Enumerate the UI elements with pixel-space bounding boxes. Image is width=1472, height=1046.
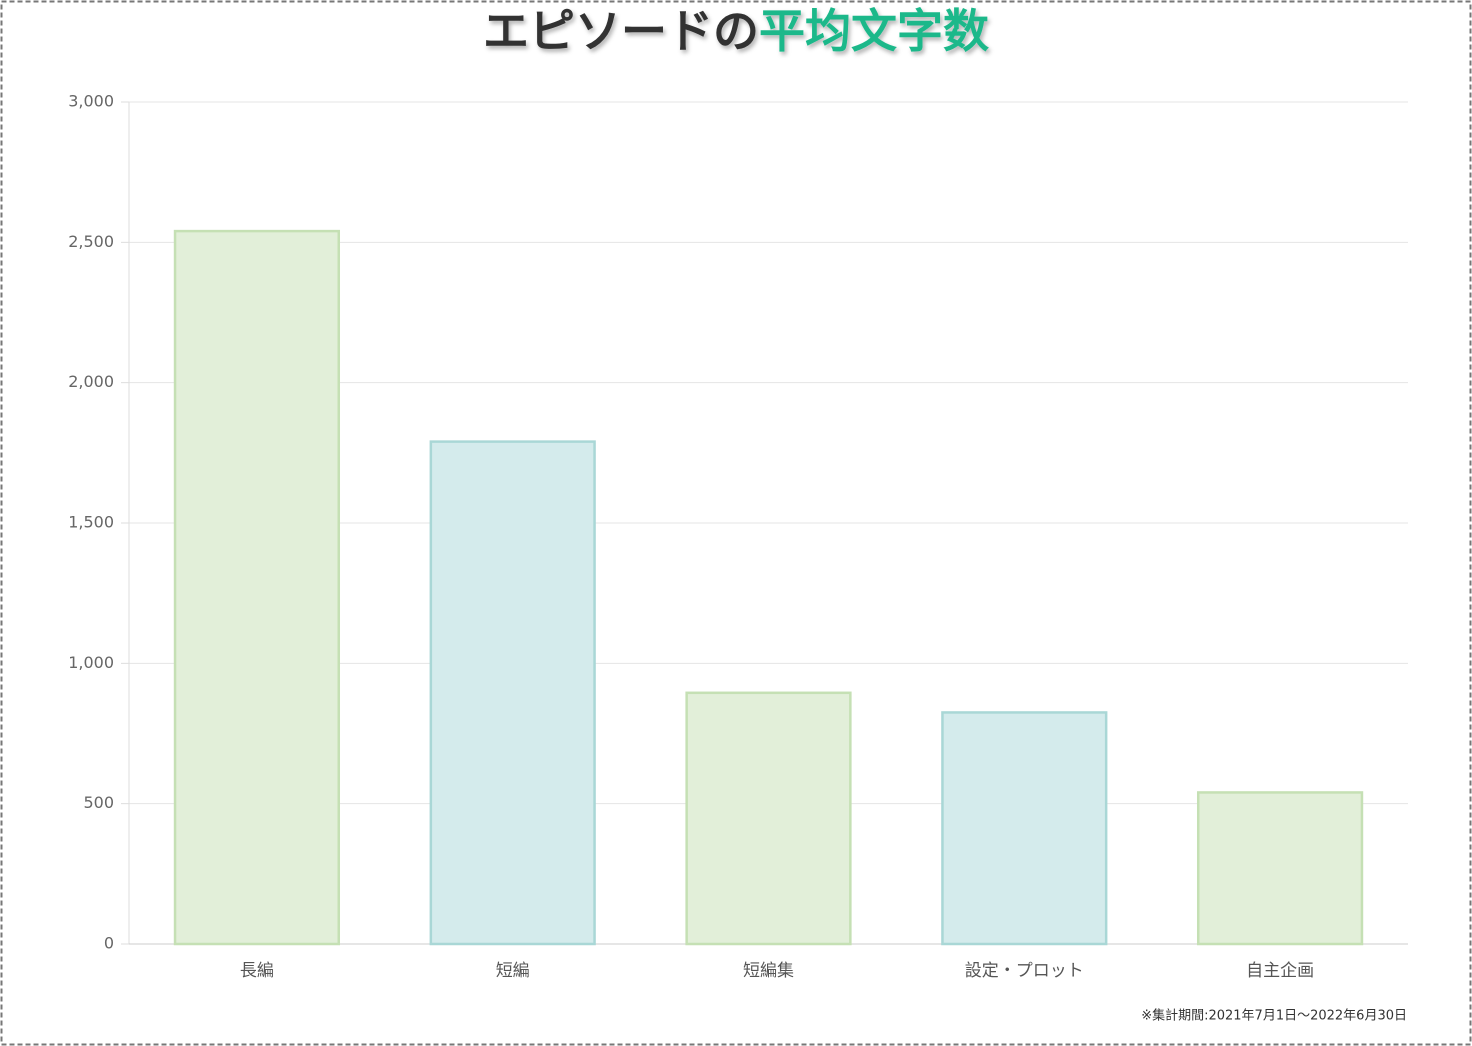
title-main: エピソードの [483, 4, 759, 58]
y-tick-label: 2,000 [68, 372, 114, 391]
note: ※集計期間:2021年7月1日～2022年6月30日 [1141, 1008, 1407, 1024]
x-tick-label: 短編集 [743, 961, 794, 981]
bar [1196, 791, 1364, 946]
x-tick-label: 自主企画 [1246, 961, 1314, 981]
bar [941, 711, 1108, 946]
bar [429, 440, 596, 946]
y-tick-label: 1,500 [68, 513, 114, 532]
x-tick-label: 長編 [240, 961, 274, 981]
x-tick-label: 短編 [496, 961, 530, 981]
bar [173, 229, 341, 946]
y-tick-label: 0 [104, 934, 114, 953]
chart-title: エピソードの平均文字数 [483, 4, 989, 58]
y-tick-label: 500 [83, 793, 114, 812]
x-tick-label: 設定・プロット [965, 961, 1084, 981]
y-tick-label: 1,000 [68, 653, 114, 672]
title-highlight: 平均文字数 [759, 4, 989, 58]
y-tick-label: 2,500 [68, 232, 114, 251]
bar [685, 691, 852, 946]
y-tick-label: 3,000 [68, 92, 114, 111]
